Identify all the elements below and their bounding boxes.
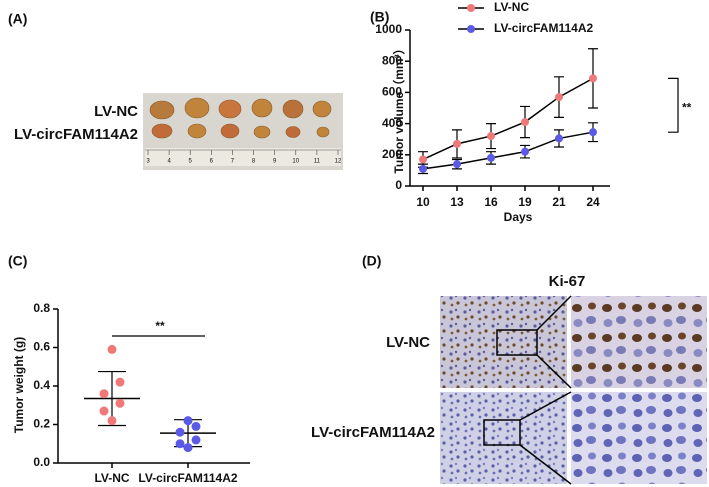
y-axis-label: Tumor volume（mm³） bbox=[391, 42, 406, 173]
x-tick-label: 19 bbox=[518, 195, 532, 209]
y-tick-label: 0 bbox=[395, 178, 402, 192]
data-point bbox=[107, 416, 117, 426]
data-point bbox=[521, 147, 529, 156]
data-point bbox=[115, 398, 125, 408]
data-point bbox=[175, 427, 185, 437]
legend-label: LV-NC bbox=[494, 0, 529, 14]
panel-label: (D) bbox=[362, 253, 381, 269]
y-tick-label: 200 bbox=[382, 147, 402, 161]
annotation: ** bbox=[682, 100, 692, 114]
tumor-photo bbox=[143, 93, 343, 170]
data-point bbox=[191, 435, 201, 445]
data-point bbox=[555, 134, 563, 143]
ruler-label: 12 bbox=[335, 159, 342, 165]
x-axis-label: Days bbox=[504, 210, 533, 224]
legend-label: LV-circFAM114A2 bbox=[494, 21, 593, 35]
y-tick-label: 0.6 bbox=[33, 340, 50, 354]
ruler-label: 9 bbox=[273, 159, 277, 165]
row-label: LV-NC bbox=[386, 334, 430, 351]
data-point bbox=[183, 443, 193, 453]
x-tick-label: LV-NC bbox=[94, 471, 129, 485]
data-point bbox=[487, 132, 495, 141]
ruler-label: 11 bbox=[314, 159, 321, 165]
data-point bbox=[487, 153, 495, 162]
data-point bbox=[99, 406, 109, 416]
data-point bbox=[589, 74, 597, 83]
data-point bbox=[99, 389, 109, 399]
x-tick-label: 13 bbox=[450, 195, 464, 209]
panel-label: (C) bbox=[8, 253, 27, 269]
x-tick-label: 21 bbox=[552, 195, 566, 209]
data-point bbox=[555, 93, 563, 102]
row-label: LV-circFAM114A2 bbox=[14, 126, 138, 143]
y-tick-label: 800 bbox=[382, 53, 402, 67]
x-tick-label: LV-circFAM114A2 bbox=[138, 471, 237, 485]
y-tick-label: 400 bbox=[382, 116, 402, 130]
data-point bbox=[453, 160, 461, 169]
ruler-label: 3 bbox=[146, 159, 150, 165]
significance-bracket bbox=[668, 77, 679, 133]
panel-label: (B) bbox=[370, 9, 389, 25]
data-point bbox=[191, 421, 201, 431]
x-tick-label: 10 bbox=[416, 195, 430, 209]
data-point bbox=[589, 128, 597, 137]
data-point bbox=[521, 118, 529, 127]
series-line bbox=[422, 131, 594, 170]
x-tick-label: 16 bbox=[484, 195, 498, 209]
ruler-label: 5 bbox=[189, 159, 193, 165]
y-tick-label: 0.8 bbox=[33, 301, 50, 315]
y-tick-label: 0.2 bbox=[33, 417, 50, 431]
ihc-title: Ki-67 bbox=[549, 273, 586, 290]
y-axis-label: Tumor weight (g) bbox=[12, 337, 26, 433]
ruler-label: 6 bbox=[210, 159, 214, 165]
legend-marker bbox=[467, 4, 475, 12]
ruler: 3 4 5 6 7 8 9 10 11 12 bbox=[146, 150, 342, 165]
data-point bbox=[183, 416, 193, 426]
y-tick-label: 1000 bbox=[375, 22, 402, 36]
data-point bbox=[453, 139, 461, 148]
x-tick-label: 24 bbox=[586, 195, 600, 209]
data-point bbox=[419, 164, 427, 173]
data-point bbox=[115, 377, 125, 387]
panel-label: (A) bbox=[8, 11, 27, 27]
series-line bbox=[422, 77, 594, 161]
legend-marker bbox=[467, 25, 475, 33]
data-point bbox=[107, 344, 117, 354]
ruler-label: 4 bbox=[167, 159, 171, 165]
row-label: LV-circFAM114A2 bbox=[311, 424, 435, 441]
y-tick-label: 600 bbox=[382, 85, 402, 99]
ihc-images bbox=[440, 295, 707, 485]
y-tick-label: 0.4 bbox=[33, 378, 50, 392]
ruler-label: 7 bbox=[231, 159, 235, 165]
data-point bbox=[175, 439, 185, 449]
row-label: LV-NC bbox=[94, 103, 138, 120]
ruler-label: 10 bbox=[292, 159, 299, 165]
annotation: ** bbox=[155, 319, 165, 333]
data-point bbox=[419, 155, 427, 164]
ruler-label: 8 bbox=[252, 159, 256, 165]
y-tick-label: 0.0 bbox=[33, 455, 50, 469]
